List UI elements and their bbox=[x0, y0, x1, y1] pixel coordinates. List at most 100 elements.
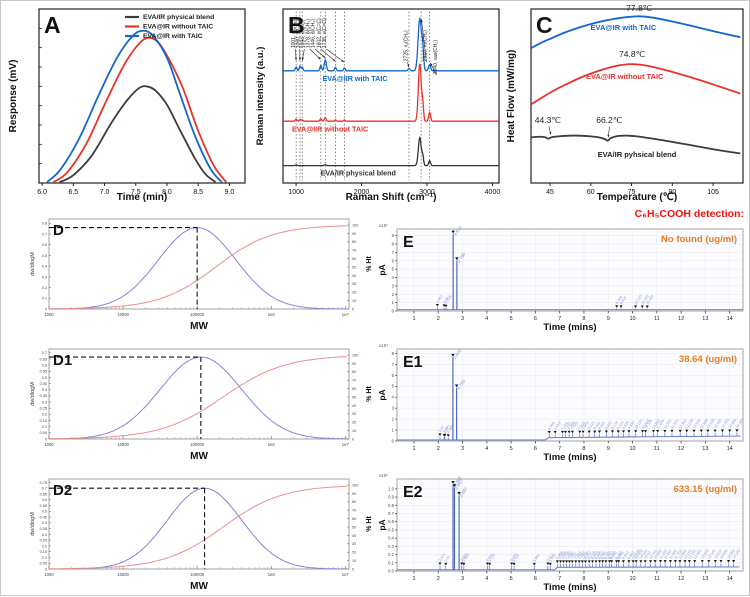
svg-text:EVA/IR physical blend: EVA/IR physical blend bbox=[321, 169, 396, 178]
svg-text:77.8℃: 77.8℃ bbox=[626, 3, 653, 13]
svg-text:0.3: 0.3 bbox=[388, 544, 394, 549]
svg-text:1e7: 1e7 bbox=[342, 312, 350, 317]
svg-text:B: B bbox=[288, 12, 305, 38]
svg-text:80: 80 bbox=[352, 370, 356, 374]
svg-text:C: C bbox=[536, 12, 553, 38]
svg-text:70: 70 bbox=[352, 509, 356, 513]
svg-text:3: 3 bbox=[392, 406, 395, 411]
svg-text:1000: 1000 bbox=[44, 442, 54, 447]
svg-text:2: 2 bbox=[437, 316, 440, 322]
svg-text:0.45: 0.45 bbox=[40, 382, 47, 386]
svg-text:30: 30 bbox=[352, 282, 356, 286]
svg-text:0.4: 0.4 bbox=[388, 536, 394, 541]
svg-text:74.8℃: 74.8℃ bbox=[619, 49, 646, 59]
svg-text:2: 2 bbox=[437, 576, 440, 582]
svg-text:5: 5 bbox=[510, 316, 513, 322]
svg-text:3: 3 bbox=[461, 446, 464, 452]
svg-text:Time (min): Time (min) bbox=[117, 192, 167, 203]
svg-text:4000: 4000 bbox=[485, 189, 501, 196]
svg-text:7: 7 bbox=[392, 362, 395, 367]
svg-text:40: 40 bbox=[352, 534, 356, 538]
svg-text:0.7: 0.7 bbox=[42, 487, 47, 491]
svg-text:dw/dlogM: dw/dlogM bbox=[30, 512, 36, 536]
svg-text:A: A bbox=[44, 12, 61, 38]
svg-text:3040, νas(CH₂): 3040, νas(CH₂) bbox=[433, 40, 439, 75]
svg-text:100000: 100000 bbox=[190, 312, 205, 317]
svg-text:0.2: 0.2 bbox=[42, 413, 47, 417]
svg-text:1: 1 bbox=[412, 576, 415, 582]
svg-text:4: 4 bbox=[485, 446, 488, 452]
svg-text:13: 13 bbox=[702, 446, 708, 452]
svg-text:0.2: 0.2 bbox=[42, 286, 47, 290]
svg-text:Response (mV): Response (mV) bbox=[8, 60, 19, 133]
svg-text:Heat Flow (mW/mg): Heat Flow (mW/mg) bbox=[506, 50, 517, 143]
svg-text:0.1: 0.1 bbox=[388, 560, 394, 565]
svg-text:Time (mins): Time (mins) bbox=[543, 452, 596, 463]
svg-text:2: 2 bbox=[392, 292, 395, 297]
svg-text:0.6: 0.6 bbox=[42, 363, 47, 367]
svg-text:14: 14 bbox=[727, 446, 733, 452]
svg-text:0.5: 0.5 bbox=[388, 527, 394, 532]
svg-text:EVA/IR pyhsical blend: EVA/IR pyhsical blend bbox=[598, 150, 677, 159]
svg-text:9: 9 bbox=[607, 576, 610, 582]
svg-text:Time (mins): Time (mins) bbox=[543, 582, 596, 593]
svg-text:% Ht: % Ht bbox=[366, 256, 373, 272]
svg-text:6.5: 6.5 bbox=[68, 189, 78, 196]
svg-text:0.4: 0.4 bbox=[42, 265, 47, 269]
svg-text:70: 70 bbox=[352, 249, 356, 253]
svg-text:30: 30 bbox=[352, 542, 356, 546]
svg-text:5: 5 bbox=[392, 267, 395, 272]
svg-text:x10⁵: x10⁵ bbox=[379, 473, 388, 478]
svg-text:9: 9 bbox=[392, 233, 395, 238]
svg-text:EVA@IIR with TAIC: EVA@IIR with TAIC bbox=[322, 74, 387, 83]
svg-text:10: 10 bbox=[352, 429, 356, 433]
svg-text:6.0: 6.0 bbox=[37, 189, 47, 196]
svg-text:0.35: 0.35 bbox=[40, 527, 47, 531]
svg-text:2910, ν₃(CH₂): 2910, ν₃(CH₂) bbox=[423, 30, 429, 61]
svg-text:0: 0 bbox=[392, 309, 395, 314]
svg-text:D1: D1 bbox=[53, 352, 72, 369]
svg-text:0.55: 0.55 bbox=[40, 504, 47, 508]
svg-text:633.15 (ug/ml): 633.15 (ug/ml) bbox=[674, 484, 737, 495]
svg-text:0.5: 0.5 bbox=[42, 254, 47, 258]
svg-text:0.5: 0.5 bbox=[42, 510, 47, 514]
svg-text:100: 100 bbox=[352, 353, 358, 357]
svg-text:0.05: 0.05 bbox=[40, 562, 47, 566]
svg-text:0.1: 0.1 bbox=[42, 556, 47, 560]
svg-text:38.64 (ug/ml): 38.64 (ug/ml) bbox=[679, 354, 737, 365]
svg-text:105: 105 bbox=[707, 189, 719, 196]
svg-text:pA: pA bbox=[377, 519, 387, 530]
svg-text:6: 6 bbox=[534, 316, 537, 322]
svg-text:% Ht: % Ht bbox=[366, 516, 373, 532]
svg-text:90: 90 bbox=[352, 362, 356, 366]
svg-text:0.8: 0.8 bbox=[42, 222, 47, 226]
svg-text:0.4: 0.4 bbox=[42, 388, 47, 392]
svg-text:10000: 10000 bbox=[117, 442, 129, 447]
svg-text:4: 4 bbox=[485, 316, 488, 322]
svg-text:10000: 10000 bbox=[117, 572, 129, 577]
svg-text:4: 4 bbox=[392, 395, 395, 400]
detection-header-label: C₆H₅COOH detection: bbox=[635, 208, 744, 220]
svg-text:100: 100 bbox=[352, 483, 358, 487]
svg-text:20: 20 bbox=[352, 551, 356, 555]
svg-text:11: 11 bbox=[654, 446, 660, 452]
svg-text:30: 30 bbox=[352, 412, 356, 416]
svg-text:44.3℃: 44.3℃ bbox=[535, 115, 562, 125]
svg-text:10: 10 bbox=[352, 559, 356, 563]
svg-text:45: 45 bbox=[546, 189, 554, 196]
svg-text:90: 90 bbox=[352, 492, 356, 496]
svg-text:80: 80 bbox=[352, 500, 356, 504]
svg-text:2: 2 bbox=[437, 446, 440, 452]
svg-text:9: 9 bbox=[607, 446, 610, 452]
svg-text:1: 1 bbox=[412, 446, 415, 452]
